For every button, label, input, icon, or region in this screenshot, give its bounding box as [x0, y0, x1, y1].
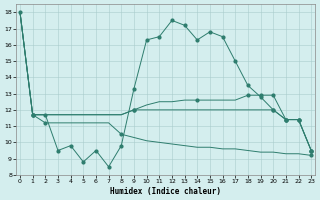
X-axis label: Humidex (Indice chaleur): Humidex (Indice chaleur): [110, 187, 221, 196]
